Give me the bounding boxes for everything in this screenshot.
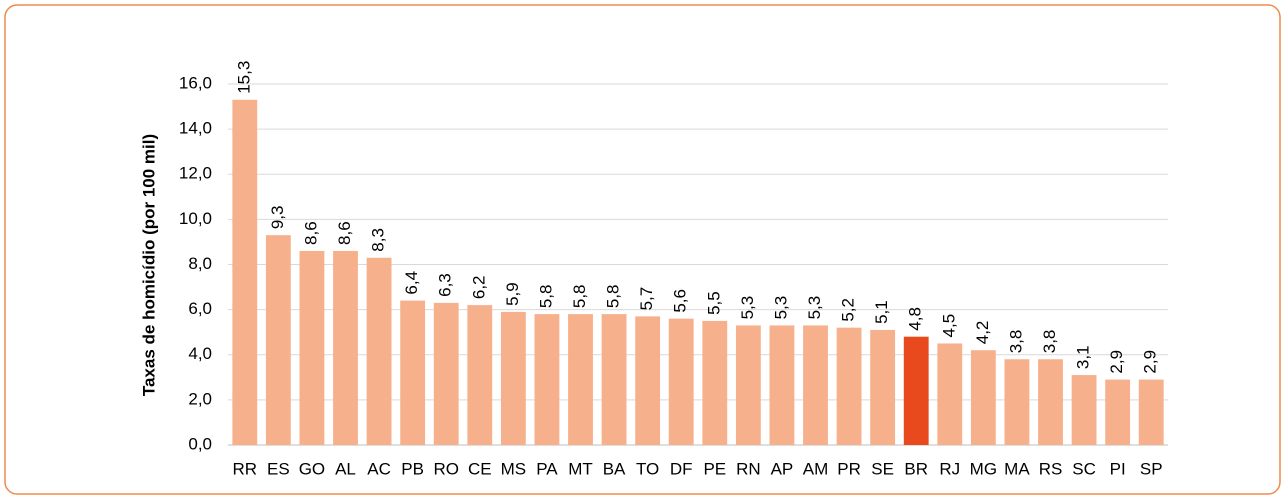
bar — [735, 325, 761, 445]
bar — [668, 318, 694, 445]
value-label: 6,4 — [402, 271, 421, 295]
y-axis-label: Taxas de homicídio (por 100 mil) — [139, 134, 158, 396]
y-tick-label: 10,0 — [179, 209, 212, 228]
y-tick-label: 16,0 — [179, 73, 212, 92]
x-tick-label: PB — [401, 459, 424, 478]
bar — [970, 350, 996, 445]
bar — [1004, 359, 1030, 445]
value-label: 5,3 — [738, 296, 757, 320]
value-label: 5,6 — [671, 289, 690, 313]
value-label: 5,2 — [839, 298, 858, 322]
x-tick-label: TO — [636, 459, 659, 478]
x-tick-label: CE — [468, 459, 492, 478]
bar — [1038, 359, 1063, 445]
x-tick-label: SP — [1140, 459, 1163, 478]
x-tick-label: MG — [970, 459, 997, 478]
bar — [467, 305, 493, 445]
value-label: 3,8 — [1006, 330, 1025, 354]
y-tick-label: 8,0 — [188, 254, 212, 273]
bar — [870, 329, 896, 445]
x-tick-label: PE — [703, 459, 726, 478]
value-label: 6,3 — [436, 273, 455, 297]
x-tick-label: AM — [803, 459, 829, 478]
x-tick-label: RO — [433, 459, 459, 478]
value-label: 8,3 — [369, 228, 388, 252]
bar — [903, 336, 929, 445]
value-label: 9,3 — [268, 206, 287, 230]
value-label: 5,5 — [704, 291, 723, 315]
x-tick-label: SE — [871, 459, 894, 478]
bar — [1105, 379, 1131, 445]
y-tick-label: 14,0 — [179, 119, 212, 138]
x-tick-label: AL — [335, 459, 356, 478]
value-label: 5,1 — [872, 300, 891, 324]
x-tick-label: ES — [267, 459, 290, 478]
value-label: 6,2 — [469, 275, 488, 299]
x-tick-label: GO — [299, 459, 325, 478]
value-label: 8,6 — [335, 221, 354, 245]
value-label: 3,1 — [1074, 345, 1093, 369]
bar — [232, 99, 258, 445]
x-tick-label: RN — [736, 459, 761, 478]
value-label: 5,8 — [570, 284, 589, 308]
value-label: 5,3 — [805, 296, 824, 320]
y-tick-label: 12,0 — [179, 164, 212, 183]
x-tick-label: PI — [1110, 459, 1126, 478]
x-tick-label: MT — [568, 459, 593, 478]
value-label: 5,8 — [604, 284, 623, 308]
value-label: 4,2 — [973, 321, 992, 345]
value-label: 5,9 — [503, 282, 522, 306]
bar — [803, 325, 828, 445]
bar — [1071, 375, 1097, 445]
bar — [433, 302, 459, 445]
y-tick-label: 2,0 — [188, 389, 212, 408]
x-tick-label: RJ — [939, 459, 960, 478]
value-label: 2,9 — [1141, 350, 1160, 374]
bar — [500, 311, 526, 445]
bar — [534, 314, 560, 445]
y-tick-label: 6,0 — [188, 299, 212, 318]
value-label: 15,3 — [234, 61, 253, 94]
x-tick-label: BA — [603, 459, 626, 478]
bar — [1138, 379, 1164, 445]
x-tick-label: BR — [904, 459, 928, 478]
x-tick-label: PA — [536, 459, 558, 478]
x-tick-label: PR — [837, 459, 861, 478]
value-label: 4,8 — [906, 307, 925, 331]
value-label: 8,6 — [301, 221, 320, 245]
bar — [702, 320, 728, 445]
value-label: 5,7 — [637, 287, 656, 311]
bar — [333, 250, 358, 445]
bar — [769, 325, 795, 445]
y-tick-label: 4,0 — [188, 344, 212, 363]
bar — [601, 314, 627, 445]
x-tick-label: MA — [1004, 459, 1030, 478]
x-tick-label: RR — [233, 459, 258, 478]
y-tick-label: 0,0 — [188, 434, 212, 453]
x-tick-label: MS — [501, 459, 527, 478]
bar — [299, 250, 325, 445]
value-label: 5,8 — [536, 284, 555, 308]
x-tick-label: AC — [367, 459, 391, 478]
value-label: 3,8 — [1040, 330, 1059, 354]
bar — [635, 316, 661, 445]
bar — [568, 314, 593, 445]
bar — [937, 343, 963, 445]
value-label: 2,9 — [1107, 350, 1126, 374]
bar — [265, 235, 291, 445]
value-label: 5,3 — [771, 296, 790, 320]
bar — [836, 327, 862, 445]
value-label: 4,5 — [939, 314, 958, 338]
x-tick-label: SC — [1072, 459, 1096, 478]
x-tick-label: RS — [1039, 459, 1063, 478]
bar — [366, 257, 392, 445]
bar — [400, 300, 426, 445]
x-tick-label: AP — [771, 459, 794, 478]
x-tick-label: DF — [670, 459, 693, 478]
